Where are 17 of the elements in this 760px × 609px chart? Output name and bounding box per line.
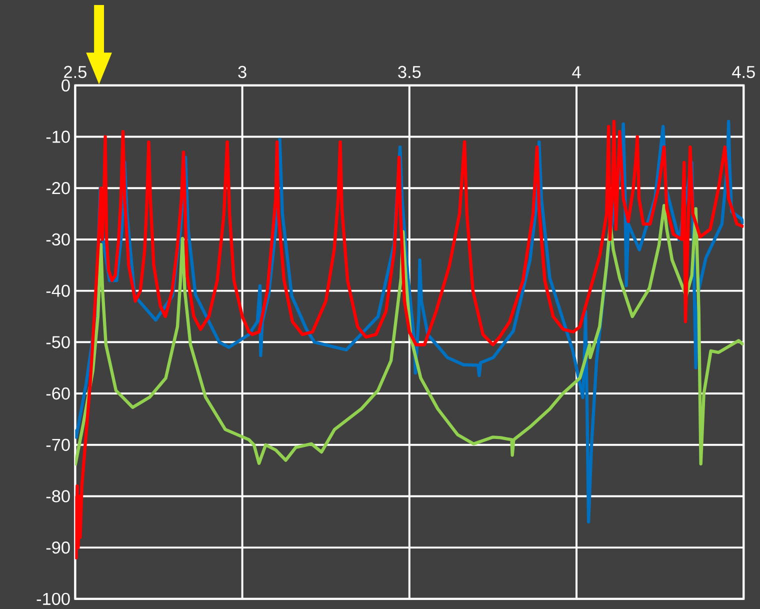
y-tick-label: -20 — [46, 182, 70, 194]
y-tick-label: -50 — [46, 336, 70, 348]
y-tick-label: -30 — [46, 233, 70, 246]
y-tick-label: -10 — [46, 130, 70, 143]
line-series — [75, 204, 744, 467]
x-tick-label: 3.5 — [398, 66, 421, 78]
x-tick-label: 3 — [238, 66, 246, 78]
y-tick-label: -70 — [46, 438, 70, 451]
x-tick-label: 4 — [572, 66, 581, 78]
y-tick-label: -80 — [46, 490, 70, 502]
y-tick-label: -90 — [46, 541, 70, 554]
y-tick-label: -40 — [46, 284, 70, 297]
y-tick-label: -100 — [36, 592, 70, 605]
y-tick-label: 0 — [62, 79, 70, 92]
x-tick-label: 4.5 — [732, 66, 755, 78]
x-tick-label: 2.5 — [64, 66, 86, 78]
y-tick-label: -60 — [46, 387, 70, 400]
